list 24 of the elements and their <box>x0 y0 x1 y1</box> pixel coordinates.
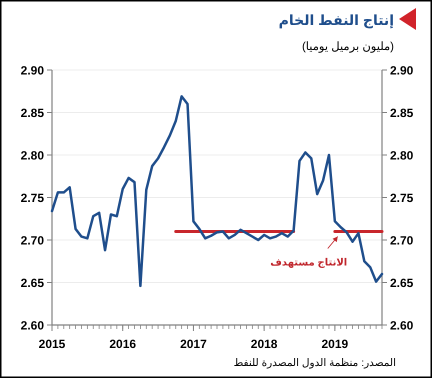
y-tick-label: 2.65 <box>20 276 44 290</box>
text: المصدر: منظمة الدول المصدرة للنفط <box>234 357 396 369</box>
line-series <box>50 95 384 288</box>
y2-tick-label: 2.75 <box>390 191 414 205</box>
chart-title: إنتاج النفط الخام <box>278 12 394 29</box>
x-tick-label: 2019 <box>322 337 349 351</box>
y-tick-label: 2.60 <box>20 318 44 332</box>
y2-tick-label: 2.90 <box>390 64 414 78</box>
y2-tick-label: 2.85 <box>390 106 414 120</box>
annotation: الانتاج مستهدف <box>270 258 348 268</box>
y-tick-label: 2.80 <box>20 148 44 162</box>
y2-tick-label: 2.70 <box>390 234 414 248</box>
x-tick-label: 2018 <box>250 337 278 351</box>
y-tick-label: 2.85 <box>20 106 44 120</box>
y2-tick-label: 2.80 <box>390 148 414 162</box>
y-tick-label: 2.90 <box>20 64 44 78</box>
chart-subtitle: (مليون برميل يوميا) <box>302 41 394 53</box>
y-tick-label: 2.75 <box>20 191 44 205</box>
x-tick-label: 2015 <box>38 337 66 351</box>
x-tick-label: 2017 <box>180 337 208 351</box>
x-tick-label: 2016 <box>109 337 136 351</box>
y2-tick-label: 2.65 <box>390 276 414 290</box>
y2-tick-label: 2.60 <box>390 318 414 332</box>
y-tick-label: 2.70 <box>20 234 44 248</box>
